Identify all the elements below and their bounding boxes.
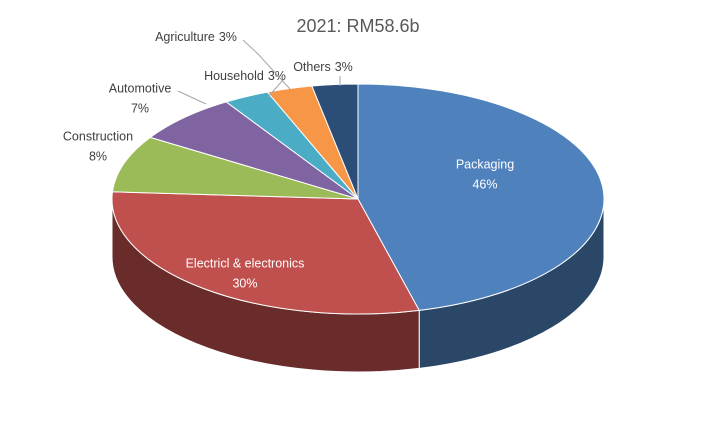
value-label: 8% [89,149,107,163]
category-label: Household [204,69,264,83]
leader-line [242,39,291,90]
value-label: 7% [131,101,149,115]
value-label: 46% [472,177,497,191]
data-labels: Packaging 46% Electricl & electronics 30% Co… [63,30,514,290]
pie-tops [111,83,605,315]
slice [111,191,420,315]
category-label: Packaging [456,157,514,171]
slice [357,83,605,311]
category-label: Agriculture [155,30,215,44]
data-label: Agriculture 3% [155,30,237,44]
category-label: Construction [63,129,133,143]
leader-line [177,90,207,105]
leader-line [267,79,284,98]
data-label: Others 3% [293,60,353,74]
slice [149,101,359,200]
value-label: 3% [219,30,237,44]
category-label: Others [293,60,331,74]
slice [311,83,359,200]
chart-title: 2021: RM58.6b [296,16,419,36]
category-label: Electricl & electronics [186,256,305,270]
value-label: 3% [335,60,353,74]
value-label: 30% [232,276,257,290]
slice [111,136,359,200]
category-label: Automotive [109,81,172,95]
